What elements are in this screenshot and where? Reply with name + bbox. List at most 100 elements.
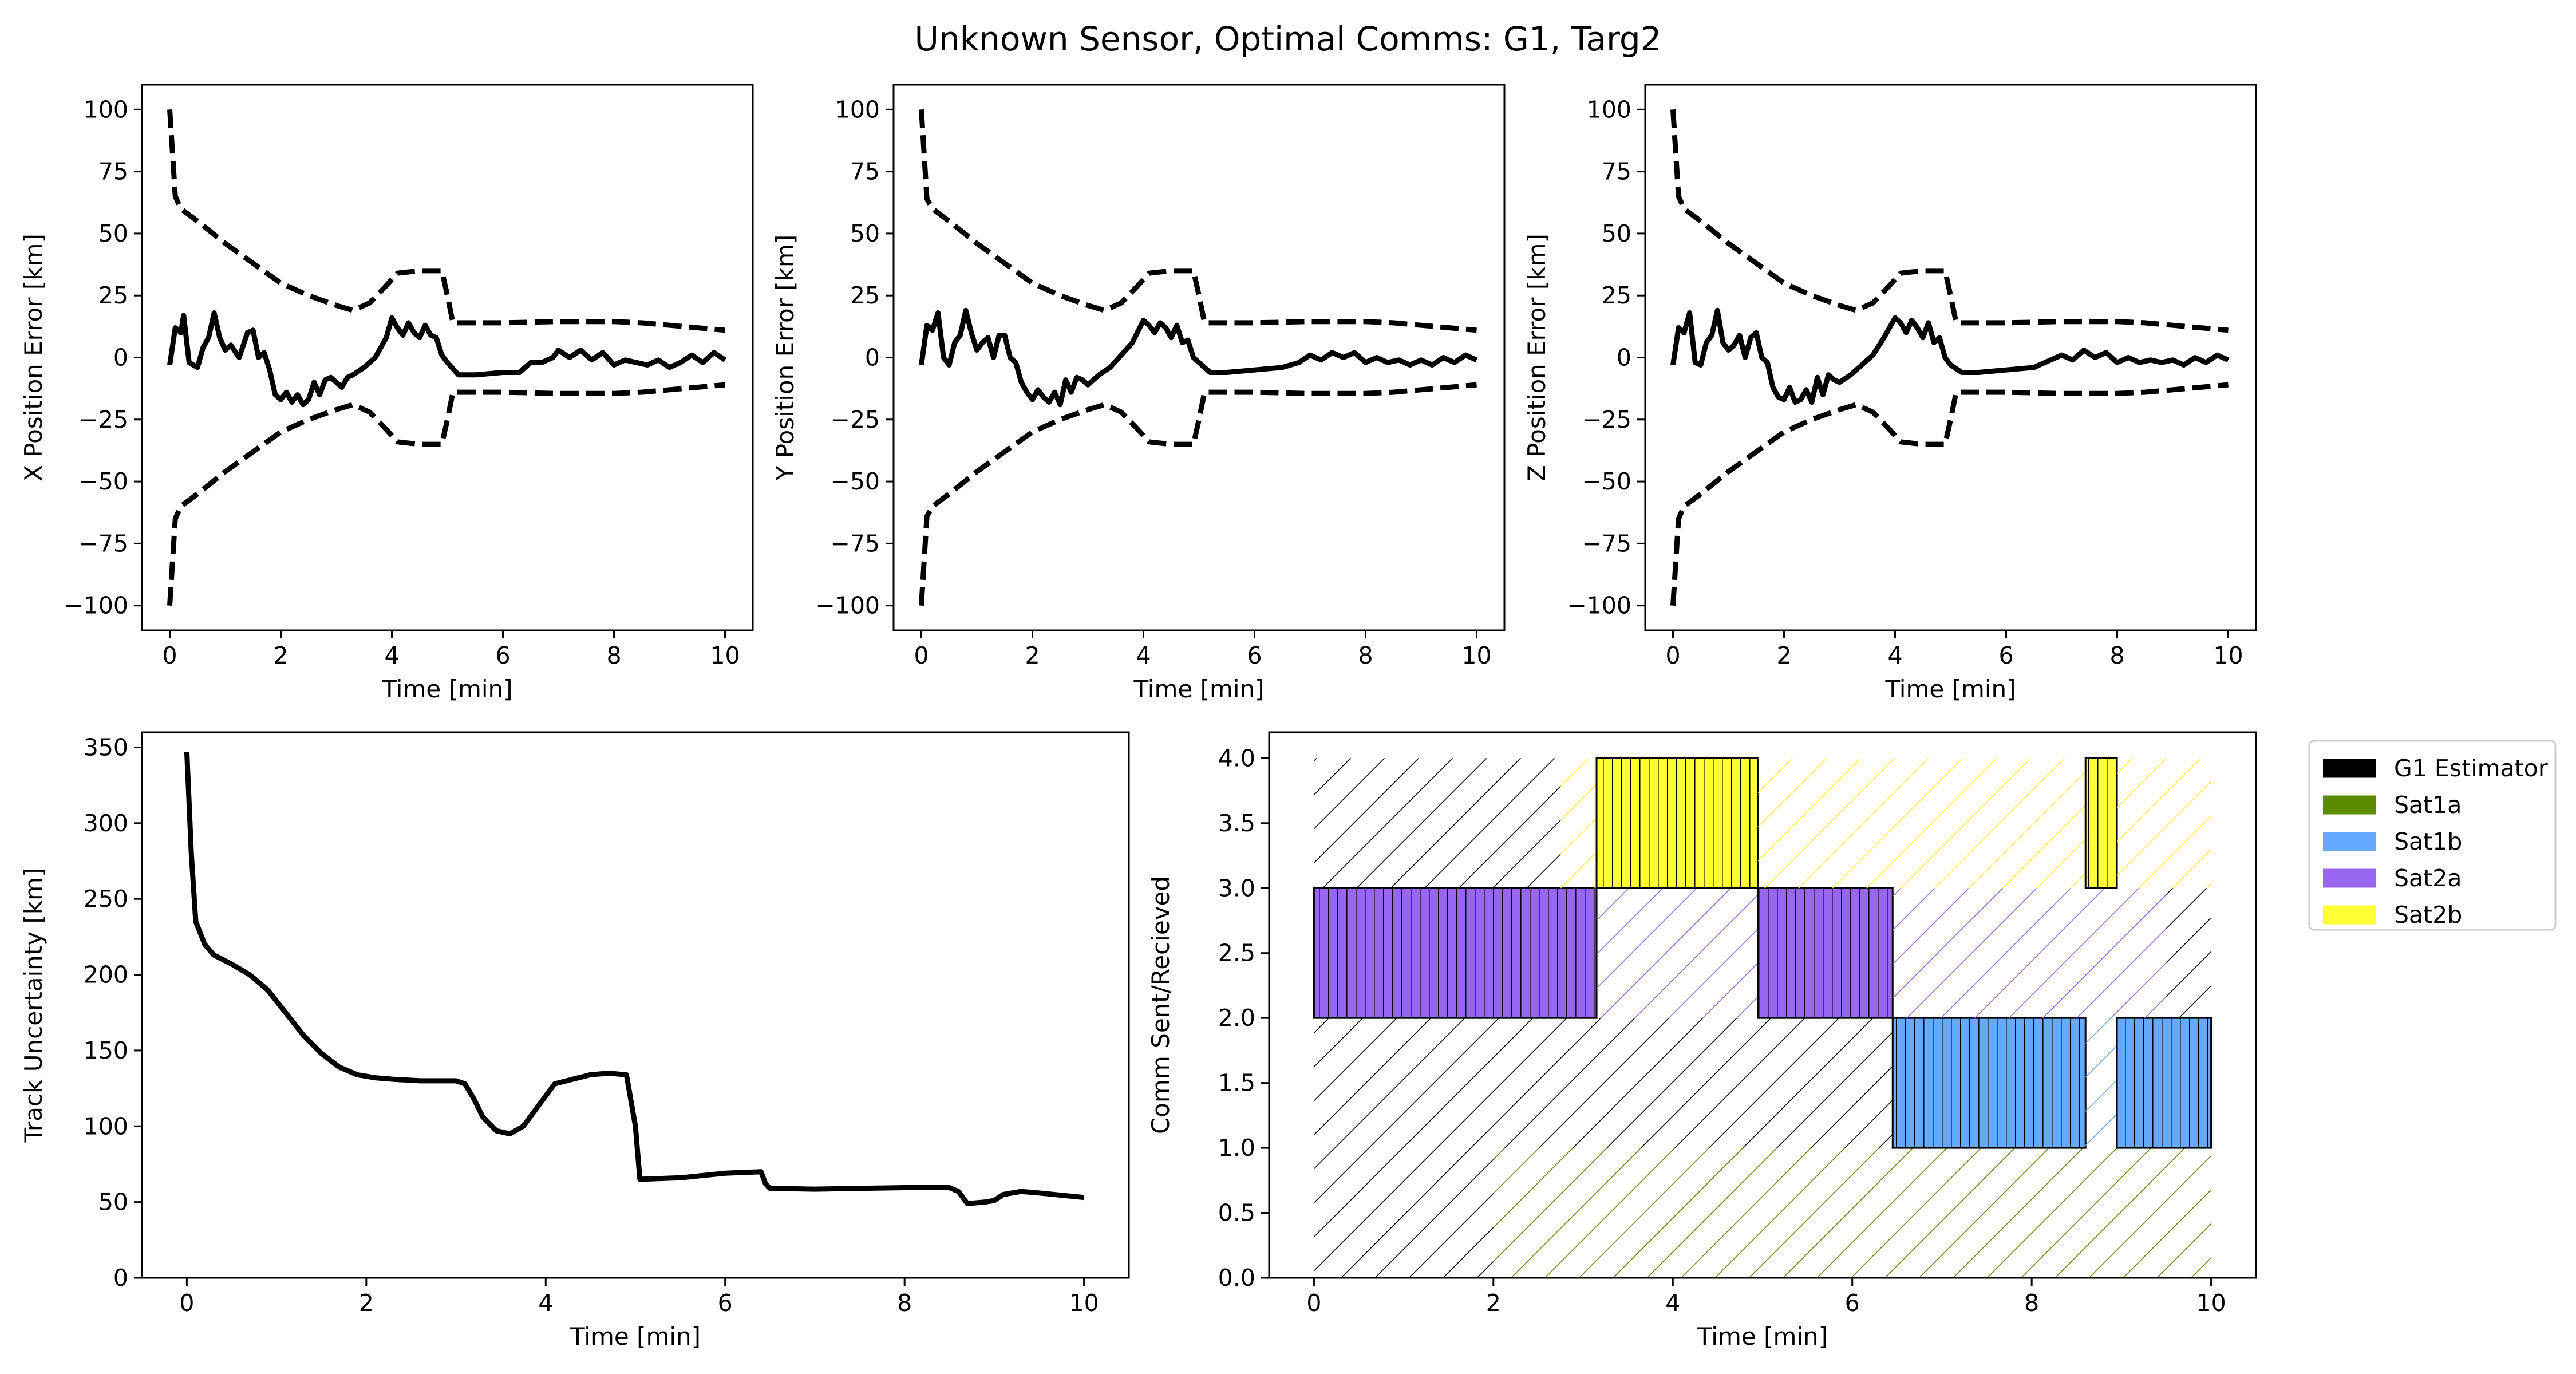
x-error-plot-area <box>167 109 727 606</box>
track-uncertainty-y-axis-label: Track Uncertainty [km] <box>19 868 48 1143</box>
y-error-series-bound-upper <box>919 109 1477 333</box>
legend-swatch-sat1b <box>2323 832 2376 851</box>
z-error-series-bound-upper <box>1670 109 2229 333</box>
track-uncertainty-x-tick-label: 2 <box>359 1289 374 1317</box>
comm-segment-sat2b-received <box>1560 758 1597 889</box>
comm-schedule-plot-area <box>1313 757 2212 1278</box>
comm-segment-hatch <box>1314 1018 1893 1148</box>
y-error-chart: 0 2 4 6 8 10 −100 −75 −50 −25 0 25 50 75 100 Time [min]… <box>771 84 1506 703</box>
comm-segment-hatch <box>1313 887 1598 1019</box>
comm-segment-hatch <box>1595 757 1759 889</box>
x-error-x-axis-label: Time [min] <box>381 675 512 703</box>
y-error-y-tick-label: 75 <box>850 158 880 185</box>
comm-schedule-y-tick-label: 1.0 <box>1218 1134 1255 1162</box>
comm-schedule-x-tick-label: 0 <box>1306 1289 1321 1317</box>
legend-swatch-sat1a <box>2323 795 2376 815</box>
legend-swatch-sat2a <box>2323 868 2376 888</box>
z-error-y-tick-label: −75 <box>1582 530 1631 557</box>
y-error-y-tick-label: −50 <box>830 468 880 495</box>
x-error-y-tick-label: 25 <box>98 282 128 309</box>
legend-label-sat2a: Sat2a <box>2394 864 2462 892</box>
z-error-y-tick-label: 25 <box>1602 282 1631 309</box>
track-uncertainty-y-tick-label: 200 <box>84 961 128 989</box>
comm-segment-g1-estimator-received <box>1314 1148 1494 1278</box>
comm-segment-sat2b-received <box>2117 758 2211 889</box>
x-error-y-tick-label: −75 <box>78 530 128 557</box>
y-error-y-axis-label: Y Position Error [km] <box>771 235 799 481</box>
comm-segment-hatch <box>2166 888 2211 1018</box>
x-error-y-tick-label: 100 <box>84 96 128 123</box>
z-error-x-axis-label: Time [min] <box>1884 675 2016 703</box>
legend-label-g1-estimator: G1 Estimator <box>2394 755 2548 782</box>
y-error-x-tick-label: 4 <box>1136 642 1151 669</box>
y-error-y-tick-label: −75 <box>830 530 880 557</box>
x-error-series-bound-lower <box>167 382 725 606</box>
y-error-y-tick-label: 50 <box>850 220 880 247</box>
z-error-x-tick-label: 0 <box>1665 642 1680 669</box>
y-error-x-tick-label: 10 <box>1461 642 1491 669</box>
track-uncertainty-x-tick-label: 4 <box>538 1289 553 1317</box>
z-error-x-tick-label: 2 <box>1776 642 1791 669</box>
z-error-chart: 0 2 4 6 8 10 −100 −75 −50 −25 0 25 50 75 100 Time [min]… <box>1523 84 2257 703</box>
comm-segment-hatch <box>1314 1148 1494 1278</box>
comm-schedule-y-tick-label: 4.0 <box>1218 744 1255 772</box>
comm-segment-g1-estimator-received <box>1314 1018 1893 1148</box>
comm-segment-sat1b-sent <box>2116 1017 2212 1149</box>
comm-segment-sat2b-sent <box>1595 757 1759 889</box>
comm-schedule-y-tick-label: 3.5 <box>1218 810 1255 837</box>
z-error-y-axis-label: Z Position Error [km] <box>1523 234 1551 481</box>
track-uncertainty-x-tick-label: 0 <box>179 1289 194 1317</box>
x-error-y-tick-label: 0 <box>113 344 128 372</box>
y-error-x-tick-label: 8 <box>1358 642 1373 669</box>
comm-segment-hatch <box>1893 888 2167 1018</box>
y-error-y-tick-label: 0 <box>865 344 880 372</box>
y-error-series-bound-lower <box>919 382 1477 606</box>
comm-schedule-x-tick-label: 6 <box>1845 1289 1860 1317</box>
comm-schedule-y-tick-label: 3.0 <box>1218 874 1255 902</box>
y-error-x-tick-label: 2 <box>1025 642 1040 669</box>
comm-segment-hatch <box>2117 758 2211 889</box>
x-error-y-axis-label: X Position Error [km] <box>19 234 48 481</box>
comm-segment-sat1a-received <box>1493 1148 2211 1278</box>
x-error-y-tick-label: −50 <box>78 468 128 495</box>
z-error-x-tick-label: 10 <box>2213 642 2243 669</box>
track-uncertainty-x-axis-label: Time [min] <box>570 1322 701 1351</box>
legend-label-sat1b: Sat1b <box>2394 828 2462 855</box>
track-uncertainty-y-tick-label: 50 <box>98 1189 128 1216</box>
x-error-x-tick-label: 4 <box>384 642 399 669</box>
comm-segment-hatch <box>1597 888 1759 1018</box>
comm-schedule-x-tick-label: 10 <box>2196 1289 2226 1317</box>
comm-segment-hatch <box>2084 757 2118 889</box>
z-error-plot-area <box>1670 109 2230 606</box>
track-uncertainty-series-uncertainty <box>184 752 1085 1206</box>
x-error-x-tick-label: 10 <box>710 642 740 669</box>
z-error-y-tick-label: 0 <box>1617 344 1631 372</box>
y-error-x-axis-label: Time [min] <box>1133 675 1264 703</box>
x-error-series-error <box>167 310 727 408</box>
x-error-x-tick-label: 8 <box>606 642 621 669</box>
comm-segment-hatch <box>2085 1018 2117 1148</box>
y-error-y-tick-label: −100 <box>815 592 880 619</box>
z-error-y-tick-label: 50 <box>1602 220 1631 247</box>
track-uncertainty-y-tick-label: 0 <box>113 1264 128 1292</box>
y-error-x-tick-label: 0 <box>914 642 929 669</box>
track-uncertainty-plot-area <box>184 752 1085 1206</box>
z-error-x-tick-label: 4 <box>1887 642 1902 669</box>
legend-swatch-sat2b <box>2323 905 2376 925</box>
comm-segment-sat2a-received <box>1597 888 1759 1018</box>
z-error-y-tick-label: −50 <box>1582 468 1631 495</box>
track-uncertainty-y-tick-label: 300 <box>84 810 128 837</box>
comm-segment-sat1b-sent <box>1891 1017 2087 1149</box>
comm-segment-hatch <box>2116 1017 2212 1149</box>
comm-schedule-y-axis-label: Comm Sent/Recieved <box>1147 876 1175 1134</box>
x-error-chart: 0 2 4 6 8 10 −100 −75 −50 −25 0 25 50 75 100 Time [min]… <box>19 84 754 703</box>
comm-segment-sat2b-sent <box>2084 757 2118 889</box>
comm-segment-hatch <box>1493 1148 2211 1278</box>
track-uncertainty-y-tick-label: 250 <box>84 885 128 913</box>
comm-segment-sat2a-sent <box>1757 887 1894 1019</box>
x-error-x-tick-label: 6 <box>495 642 510 669</box>
track-uncertainty-x-tick-label: 10 <box>1069 1289 1099 1317</box>
x-error-y-tick-label: −100 <box>64 592 128 619</box>
z-error-series-bound-lower <box>1670 382 2229 606</box>
